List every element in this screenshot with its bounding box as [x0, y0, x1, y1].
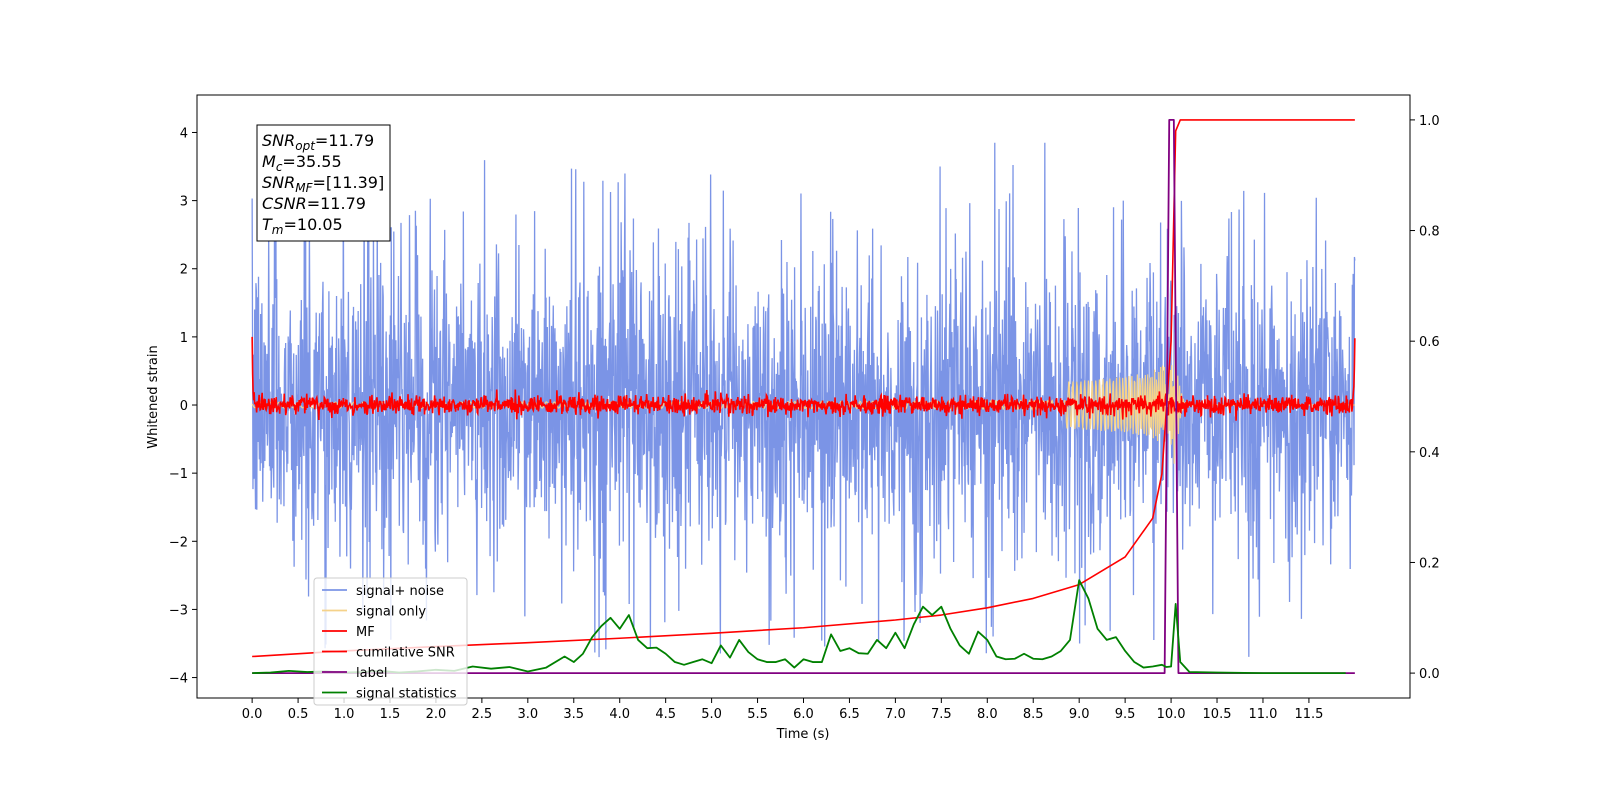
x-tick-label: 4.0 — [609, 707, 630, 722]
x-tick-label: 4.5 — [655, 707, 676, 722]
x-tick-label: 1.0 — [334, 707, 355, 722]
x-tick-label: 3.5 — [563, 707, 584, 722]
annotation-frame — [256, 124, 391, 242]
y-tick-label: −1 — [169, 467, 188, 482]
y-axis-right: 1.0 0.8 0.6 0.4 0.2 0.0 — [1410, 114, 1440, 682]
x-tick-label: 3.0 — [517, 707, 538, 722]
y-tick-label: 3 — [180, 195, 188, 210]
annotation-line: SNRopt=11.79 — [262, 131, 374, 153]
legend-label-cumilative-snr: cumilative SNR — [356, 646, 455, 661]
x-tick-label: 10.5 — [1203, 707, 1232, 722]
x-tick-label: 11.5 — [1294, 707, 1323, 722]
x-tick-label: 0.5 — [288, 707, 309, 722]
legend: signal+ noise signal only MF cumilative SNR… — [313, 577, 468, 706]
y-axis-left: 4 3 2 1 0 −1 −2 −3 −4 — [169, 126, 197, 687]
series-signal-statistics — [252, 579, 1346, 675]
y2-tick-label: 0.2 — [1419, 556, 1440, 571]
annotation-line: Tm=10.05 — [262, 215, 343, 237]
legend-frame — [313, 577, 468, 706]
legend-label-signal-statistics: signal statistics — [356, 687, 457, 702]
x-tick-label: 7.5 — [931, 707, 952, 722]
legend-label-signal-noise: signal+ noise — [356, 584, 444, 599]
y-tick-label: 0 — [180, 399, 188, 414]
y-tick-label: 1 — [180, 331, 188, 346]
legend-label-label: label — [356, 666, 387, 681]
y-tick-label: 2 — [180, 263, 188, 278]
y-tick-label: −2 — [169, 535, 188, 550]
x-tick-label: 8.5 — [1023, 707, 1044, 722]
annotation-line: SNRMF=[11.39] — [262, 173, 384, 195]
legend-label-mf: MF — [356, 625, 375, 640]
x-tick-label: 1.5 — [380, 707, 401, 722]
y2-tick-label: 0.8 — [1419, 225, 1440, 240]
x-tick-label: 0.0 — [242, 707, 263, 722]
y2-tick-label: 0.6 — [1419, 335, 1440, 350]
x-tick-label: 5.5 — [747, 707, 768, 722]
x-tick-label: 11.0 — [1248, 707, 1277, 722]
y-tick-label: −4 — [169, 672, 188, 687]
x-axis: 0.0 0.5 1.0 1.5 2.0 2.5 3.0 3.5 4.0 4.5 5.0 5.5 6.0 6… — [242, 698, 1323, 722]
x-tick-label: 10.0 — [1157, 707, 1186, 722]
y2-tick-label: 0.4 — [1419, 446, 1440, 461]
annotation-line: CSNR=11.79 — [262, 194, 366, 213]
y2-tick-label: 1.0 — [1419, 114, 1440, 129]
x-axis-label: Time (s) — [776, 727, 830, 742]
y-tick-label: −3 — [169, 603, 188, 618]
x-tick-label: 5.0 — [701, 707, 722, 722]
y2-tick-label: 0.0 — [1419, 667, 1440, 682]
annotation-box: SNRopt=11.79Mc=35.55SNRMF=[11.39]CSNR=11… — [256, 124, 391, 242]
series-signal-noise — [251, 142, 1356, 658]
x-tick-label: 6.0 — [793, 707, 814, 722]
x-tick-label: 7.0 — [885, 707, 906, 722]
x-tick-label: 9.5 — [1115, 707, 1136, 722]
series-cumulative-snr — [252, 119, 1355, 658]
annotation-line: Mc=35.55 — [262, 152, 342, 174]
x-tick-label: 9.0 — [1069, 707, 1090, 722]
x-tick-label: 8.0 — [977, 707, 998, 722]
legend-label-signal-only: signal only — [356, 605, 426, 620]
series-layer — [251, 118, 1356, 675]
x-tick-label: 2.0 — [426, 707, 447, 722]
x-tick-label: 2.5 — [472, 707, 493, 722]
y-axis-label: Whitened strain — [146, 345, 161, 448]
y-tick-label: 4 — [180, 126, 188, 141]
series-mf — [251, 336, 1356, 421]
x-tick-label: 6.5 — [839, 707, 860, 722]
